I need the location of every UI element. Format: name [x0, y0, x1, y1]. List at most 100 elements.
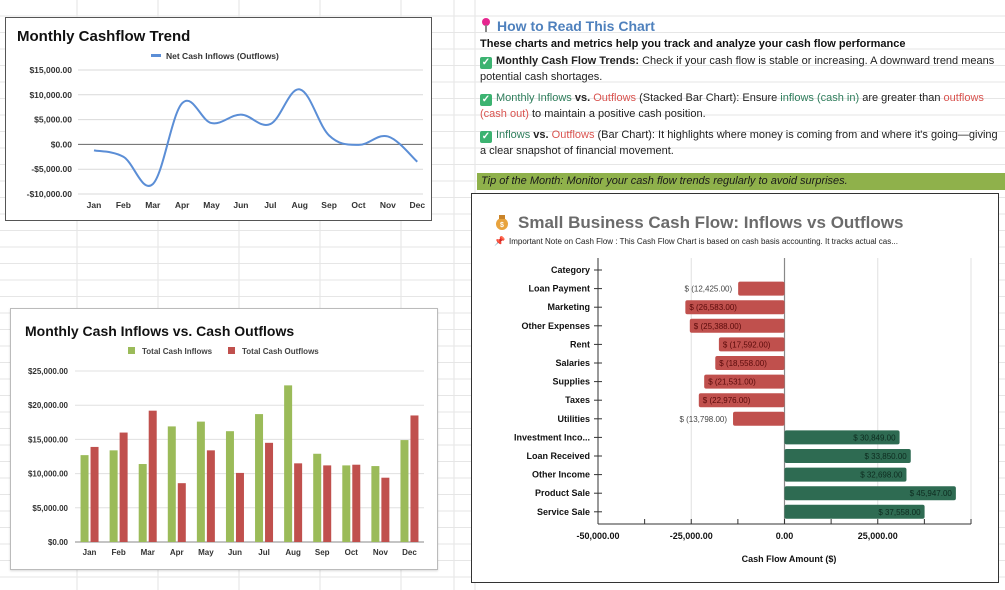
x-tick-label: Jun: [228, 548, 242, 557]
category-label: Other Income: [532, 470, 590, 480]
y-tick-label: $5,000.00: [32, 504, 68, 513]
x-tick-label: -25,000.00: [670, 531, 713, 541]
tip-of-the-month: Tip of the Month: Monitor your cash flow…: [477, 173, 1005, 190]
bar-inflows-jun[interactable]: [225, 431, 234, 542]
bar-outflows-jul[interactable]: [265, 442, 274, 542]
outflow-bar-other-expenses[interactable]: [689, 318, 785, 333]
x-tick-label: Dec: [409, 200, 425, 210]
inflows-word: Monthly Inflows: [496, 92, 572, 104]
bar-value-label: $ 33,850.00: [864, 452, 907, 461]
y-tick-label: $20,000.00: [28, 401, 69, 410]
x-tick-label: Dec: [402, 548, 417, 557]
svg-text:$: $: [500, 222, 504, 229]
x-tick-label: Sep: [315, 548, 330, 557]
bar-inflows-dec[interactable]: [400, 440, 409, 542]
vs-word: vs.: [530, 129, 552, 141]
pushpin-icon: [481, 18, 491, 34]
inflows-vs-outflows-chart[interactable]: $ Small Business Cash Flow: Inflows vs O…: [471, 193, 999, 583]
x-tick-label: Apr: [170, 548, 184, 557]
x-tick-label: Aug: [285, 548, 301, 557]
inflow-bar-investment-inco-[interactable]: [784, 430, 900, 445]
y-tick-label: $10,000.00: [28, 470, 69, 479]
legend-swatch-inflows: [128, 347, 135, 354]
chart-title: Monthly Cashflow Trend: [17, 28, 190, 45]
outflow-bar-utilities[interactable]: [733, 411, 785, 426]
checkmark-icon: ✓: [480, 57, 492, 69]
category-label: Category: [551, 265, 590, 275]
x-tick-label: Mar: [141, 548, 155, 557]
x-tick-label: Oct: [351, 200, 365, 210]
x-tick-label: Jan: [87, 200, 102, 210]
monthly-inflows-outflows-chart[interactable]: Monthly Cash Inflows vs. Cash Outflows T…: [10, 308, 438, 570]
outflow-bar-marketing[interactable]: [685, 300, 785, 315]
category-label: Taxes: [565, 395, 590, 405]
bar-value-label: $ (13,798.00): [679, 415, 727, 424]
y-tick-label: -$10,000.00: [27, 189, 73, 199]
x-tick-label: Jun: [233, 200, 248, 210]
bar-inflows-jul[interactable]: [255, 414, 264, 542]
bullet-heading: Monthly Cash Flow Trends:: [496, 55, 640, 67]
bar-value-label: $ (18,558.00): [719, 359, 767, 368]
bar-outflows-aug[interactable]: [294, 463, 303, 542]
bar-value-label: $ (12,425.00): [685, 285, 733, 294]
bar-inflows-oct[interactable]: [342, 465, 351, 542]
x-tick-label: Apr: [175, 200, 190, 210]
outflow-bar-rent[interactable]: [718, 337, 785, 352]
outflow-bar-supplies[interactable]: [704, 374, 785, 389]
bar-value-label: $ 45,947.00: [910, 489, 953, 498]
bar-outflows-sep[interactable]: [323, 465, 332, 542]
bar-outflows-apr[interactable]: [177, 483, 186, 542]
legend-label: Net Cash Inflows (Outflows): [166, 51, 279, 61]
x-tick-label: Feb: [112, 548, 126, 557]
x-tick-label: Jul: [264, 200, 276, 210]
bar-value-label: $ 30,849.00: [853, 433, 896, 442]
inflows-word: Inflows: [496, 129, 531, 141]
bar-inflows-nov[interactable]: [371, 466, 380, 542]
x-tick-label: Feb: [116, 200, 131, 210]
bar-outflows-feb[interactable]: [119, 432, 128, 542]
inflow-bar-service-sale[interactable]: [784, 504, 925, 519]
outflows-word: Outflows: [551, 129, 595, 141]
inflow-bar-loan-received[interactable]: [784, 449, 911, 463]
outflow-bar-taxes[interactable]: [698, 393, 785, 408]
bullet-text: to maintain a positive cash position.: [528, 108, 706, 120]
checkmark-icon: ✓: [480, 131, 492, 143]
bar-outflows-jun[interactable]: [235, 472, 244, 542]
bar-outflows-nov[interactable]: [381, 477, 390, 542]
how-to-read-title: How to Read This Chart: [481, 18, 655, 34]
inflow-bar-product-sale[interactable]: [784, 486, 956, 501]
legend-label-inflows: Total Cash Inflows: [142, 347, 213, 356]
bar-outflows-may[interactable]: [206, 450, 215, 542]
bar-inflows-may[interactable]: [196, 421, 205, 542]
outflow-bar-salaries[interactable]: [715, 356, 785, 370]
x-tick-label: Oct: [345, 548, 359, 557]
x-tick-label: May: [198, 548, 214, 557]
category-label: Loan Payment: [528, 284, 590, 294]
bar-outflows-jan[interactable]: [90, 446, 99, 542]
category-label: Product Sale: [535, 488, 590, 498]
y-tick-label: $0.00: [48, 538, 69, 547]
bar-outflows-dec[interactable]: [410, 415, 419, 542]
monthly-cashflow-trend-chart[interactable]: Monthly Cashflow Trend Net Cash Inflows …: [5, 17, 432, 221]
outflows-cash-out: outflows (cash out): [480, 92, 984, 120]
inflow-bar-other-income[interactable]: [784, 467, 907, 482]
category-label: Marketing: [547, 302, 590, 312]
bar-inflows-jan[interactable]: [80, 455, 89, 542]
x-tick-label: -50,000.00: [576, 531, 619, 541]
bar-outflows-mar[interactable]: [148, 410, 157, 542]
outflow-bar-loan-payment[interactable]: [738, 281, 785, 296]
x-tick-label: Nov: [380, 200, 396, 210]
x-tick-label: 0.00: [776, 531, 794, 541]
y-tick-label: $10,000.00: [29, 90, 72, 100]
line-chart-svg: Monthly Cashflow Trend Net Cash Inflows …: [17, 28, 425, 210]
bar-inflows-mar[interactable]: [138, 464, 147, 542]
bar-inflows-sep[interactable]: [313, 453, 322, 542]
bar-inflows-aug[interactable]: [284, 385, 293, 542]
bar-outflows-oct[interactable]: [352, 464, 361, 542]
bar-chart-svg: Monthly Cash Inflows vs. Cash Outflows T…: [25, 323, 424, 557]
category-label: Utilities: [557, 414, 590, 424]
hbar-chart-svg: $ Small Business Cash Flow: Inflows vs O…: [494, 213, 972, 564]
bar-inflows-feb[interactable]: [109, 450, 118, 542]
bar-inflows-apr[interactable]: [167, 426, 176, 542]
bullet-trend: ✓ Monthly Cash Flow Trends: Check if your…: [480, 53, 1002, 85]
